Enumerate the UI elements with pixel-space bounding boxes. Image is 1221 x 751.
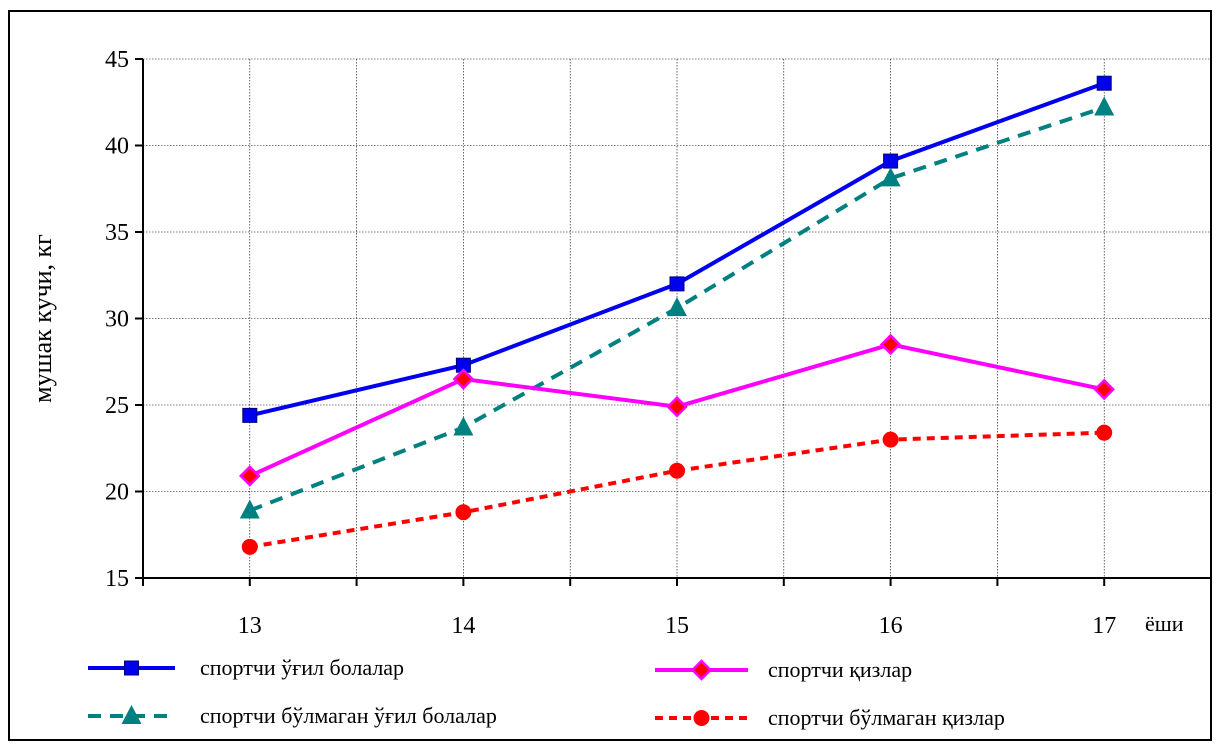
series-2 (239, 96, 1115, 519)
x-axis-title: ёши (1145, 611, 1184, 636)
point-marker (880, 167, 901, 187)
legend-label: спортчи бўлмаган ўғил болалар (200, 703, 497, 728)
y-tick-label: 30 (105, 307, 129, 333)
series-4 (241, 424, 1113, 555)
x-tick-label: 17 (1092, 613, 1116, 639)
legend-label: спортчи бўлмаган қизлар (768, 705, 1005, 730)
x-tick-label: 15 (665, 613, 689, 639)
legend-item: спортчи бўлмаган ўғил болалар (88, 703, 497, 728)
series-3 (239, 333, 1115, 487)
point-marker (1096, 75, 1112, 91)
point-marker (239, 499, 260, 519)
series-1 (242, 75, 1112, 423)
point-marker (452, 368, 475, 390)
point-marker (882, 431, 899, 448)
y-tick-label: 15 (105, 566, 129, 592)
point-marker (879, 333, 902, 356)
point-marker (666, 395, 688, 418)
y-tick-label: 40 (105, 134, 129, 160)
y-tick-label: 20 (105, 480, 129, 506)
chart-series (239, 75, 1115, 555)
x-tick-label: 16 (879, 613, 903, 639)
point-marker (1094, 96, 1115, 116)
y-tick-label: 45 (105, 47, 129, 73)
chart-frame (8, 10, 1212, 741)
point-marker (121, 705, 142, 724)
point-marker (1093, 378, 1115, 401)
point-marker (455, 504, 472, 521)
chart-legend: спортчи ўғил болалар спортчи бўлмаган ўғи… (88, 655, 1005, 730)
chart-grid (143, 58, 1212, 578)
point-marker (124, 660, 139, 676)
point-marker (669, 462, 685, 479)
point-marker (1096, 424, 1113, 441)
y-axis-title: мушак кучи, кг (28, 234, 57, 403)
point-marker (669, 276, 685, 292)
point-marker (239, 465, 261, 487)
x-tick-label: 14 (451, 613, 475, 639)
y-tick-label: 35 (105, 220, 129, 246)
y-tick-label: 25 (105, 393, 129, 419)
legend-item: спортчи қизлар (655, 657, 912, 682)
point-marker (242, 407, 258, 423)
x-tick-label: 13 (238, 613, 262, 639)
legend-item: спортчи ўғил болалар (88, 655, 404, 680)
legend-label: спортчи ўғил болалар (200, 655, 404, 680)
chart-axes: 15 20 25 30 35 40 45 13 14 15 16 17 (105, 47, 1212, 639)
legend-label: спортчи қизлар (768, 657, 912, 682)
point-marker (241, 538, 258, 555)
series-line (249, 430, 1105, 549)
point-marker (453, 416, 474, 436)
point-marker (693, 710, 710, 726)
point-marker (690, 659, 713, 681)
point-marker (667, 297, 687, 317)
point-marker (883, 153, 899, 169)
legend-item: спортчи бўлмаган қизлар (655, 705, 1005, 730)
